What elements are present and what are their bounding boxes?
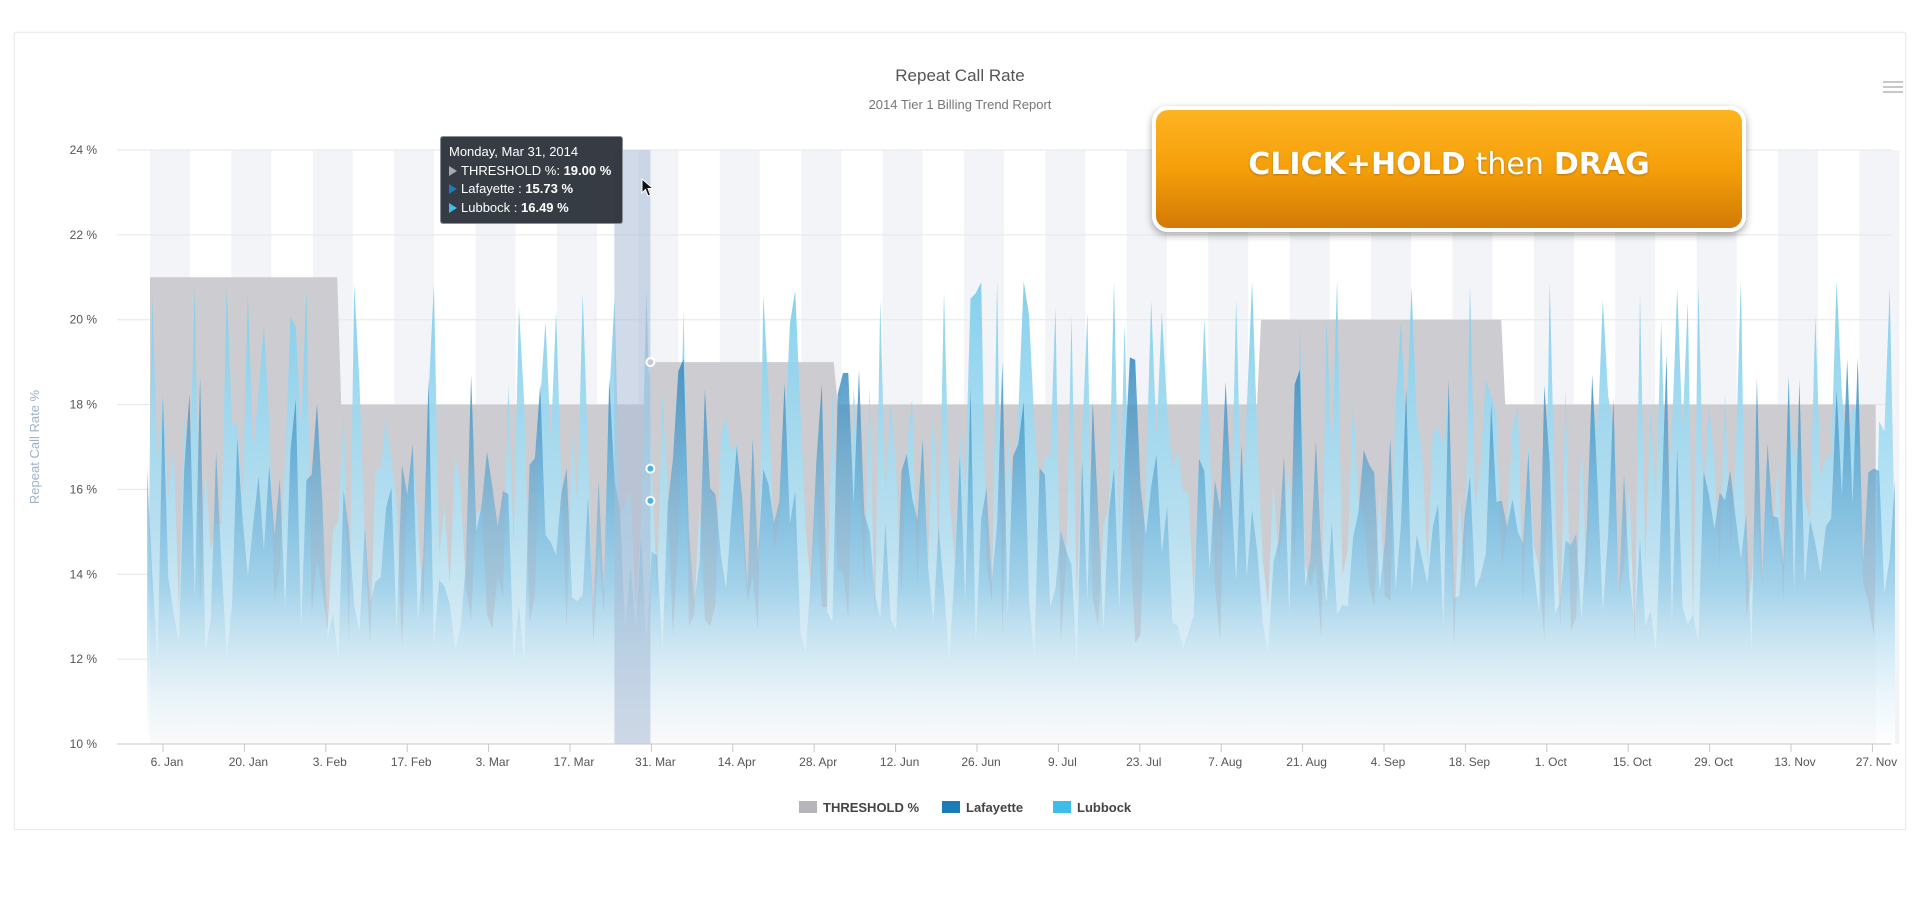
tooltip-lubbock-label: Lubbock : <box>461 199 521 215</box>
x-tick-label: 14. Apr <box>718 755 756 769</box>
y-tick-label: 12 % <box>70 652 98 666</box>
tooltip-lafayette-value: 15.73 % <box>525 181 574 196</box>
y-tick-label: 22 % <box>70 228 98 242</box>
mouse-cursor-icon <box>641 178 655 197</box>
x-tick-label: 26. Jun <box>961 755 1000 769</box>
x-tick-label: 4. Sep <box>1371 755 1406 769</box>
hamburger-menu-icon[interactable] <box>1883 81 1903 95</box>
banner-then: then <box>1475 147 1544 182</box>
banner-click-hold: CLICK+HOLD <box>1248 147 1466 182</box>
x-tick-label: 15. Oct <box>1613 755 1652 769</box>
tooltip-lafayette-row: Lafayette : 15.73 % <box>449 180 614 199</box>
y-tick-label: 16 % <box>70 482 98 496</box>
x-tick-label: 3. Mar <box>476 755 510 769</box>
click-hold-drag-banner: CLICK+HOLD then DRAG <box>1152 106 1746 232</box>
hover-point <box>645 495 656 506</box>
legend-item-label: Lubbock <box>1077 800 1132 815</box>
tooltip-date: Monday, Mar 31, 2014 <box>449 144 579 159</box>
x-tick-label: 20. Jan <box>229 755 268 769</box>
tooltip-threshold-row: THRESHOLD %: 19.00 % <box>449 162 614 181</box>
x-tick-label: 28. Apr <box>799 755 837 769</box>
x-tick-label: 7. Aug <box>1208 755 1242 769</box>
x-tick-label: 3. Feb <box>313 755 347 769</box>
chart-title: Repeat Call Rate <box>895 66 1024 85</box>
hover-point <box>645 357 656 368</box>
x-tick-label: 9. Jul <box>1048 755 1077 769</box>
y-axis-label: Repeat Call Rate % <box>27 389 42 504</box>
x-tick-label: 17. Mar <box>554 755 595 769</box>
y-tick-label: 24 % <box>70 143 98 157</box>
banner-drag: DRAG <box>1553 147 1650 182</box>
chart-subtitle: 2014 Tier 1 Billing Trend Report <box>869 97 1052 112</box>
legend-swatch <box>942 801 960 813</box>
legend-item-label: THRESHOLD % <box>823 800 920 815</box>
y-tick-label: 20 % <box>70 313 98 327</box>
x-tick-label: 17. Feb <box>391 755 432 769</box>
chart-tooltip: Monday, Mar 31, 2014 THRESHOLD %: 19.00 … <box>440 136 623 224</box>
hover-point <box>645 463 656 474</box>
y-tick-label: 18 % <box>70 398 98 412</box>
x-tick-label: 31. Mar <box>635 755 676 769</box>
x-tick-label: 6. Jan <box>151 755 184 769</box>
tooltip-lafayette-marker <box>449 184 457 194</box>
x-tick-label: 12. Jun <box>880 755 919 769</box>
legend-item-label: Lafayette <box>966 800 1023 815</box>
x-tick-label: 29. Oct <box>1694 755 1733 769</box>
hover-band <box>614 150 651 744</box>
chart-svg: 10 % 12 % 14 % 16 % 18 % 20 % 22 % 24 % 6. Jan 20… <box>27 66 1900 815</box>
tooltip-lubbock-value: 16.49 % <box>521 199 569 215</box>
tooltip-lubbock-row: Lubbock : 16.49 % <box>449 199 614 218</box>
legend-swatch <box>1053 801 1071 813</box>
x-tick-label: 13. Nov <box>1774 755 1815 769</box>
lafayette-area <box>147 354 1895 744</box>
x-tick-label: 27. Nov <box>1856 755 1897 769</box>
x-tick-label: 21. Aug <box>1286 755 1327 769</box>
x-tick-label: 23. Jul <box>1126 755 1161 769</box>
y-tick-label: 10 % <box>70 737 98 751</box>
y-tick-label: 14 % <box>70 567 98 581</box>
legend-swatch <box>799 801 817 813</box>
x-tick-label: 1. Oct <box>1535 755 1568 769</box>
tooltip-lubbock-marker <box>449 202 457 213</box>
tooltip-threshold-label: THRESHOLD %: <box>461 162 564 178</box>
x-tick-label: 18. Sep <box>1449 755 1491 769</box>
tooltip-lafayette-label: Lafayette : <box>461 181 526 196</box>
tooltip-threshold-value: 19.00 % <box>563 162 612 178</box>
tooltip-threshold-marker <box>449 165 457 176</box>
